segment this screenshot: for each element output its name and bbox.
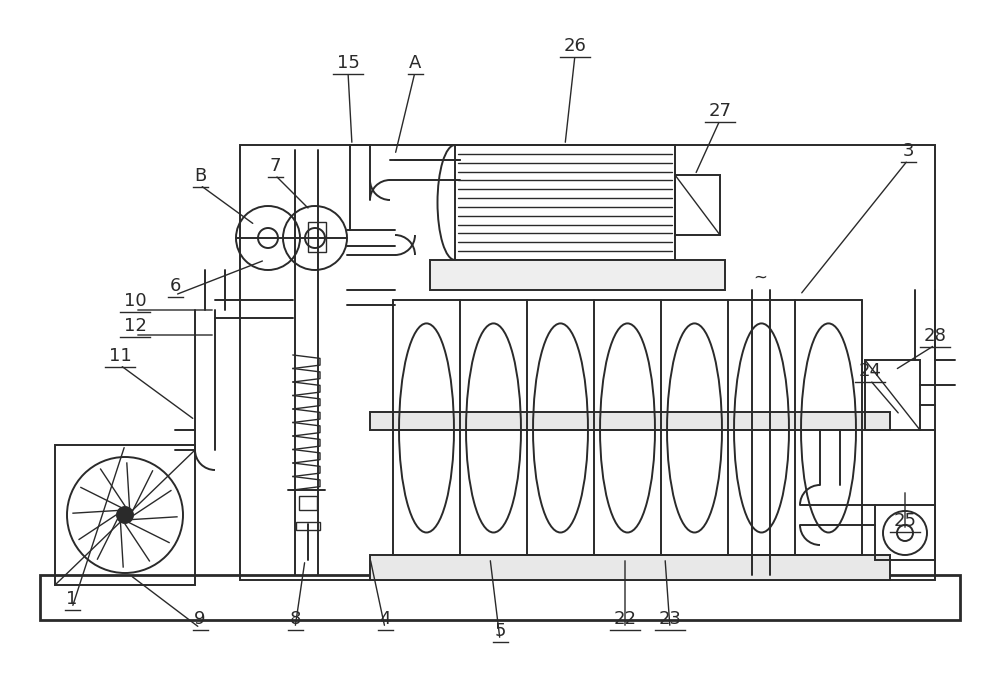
Text: 11: 11 [109,347,131,365]
Bar [40,575,960,620]
Text: 12: 12 [124,317,146,335]
Bar [675,175,720,235]
Bar [875,505,935,560]
Text: 27: 27 [708,102,732,120]
Bar [55,445,195,585]
Text: 28: 28 [924,327,946,345]
Circle shape [117,507,133,523]
Text: 15: 15 [337,54,359,72]
Bar [370,555,890,580]
Text: A: A [409,54,421,72]
Text: 3: 3 [902,142,914,160]
Bar [240,145,935,580]
Bar [370,412,890,430]
Text: 4: 4 [379,610,391,628]
Text: ~: ~ [753,269,767,287]
Text: 1: 1 [66,590,78,608]
Text: B: B [194,167,206,185]
Bar [455,145,675,260]
Text: 25: 25 [894,512,916,530]
Bar [296,522,320,530]
Bar [865,360,920,430]
Bar [308,222,326,252]
Text: 24: 24 [858,362,882,380]
Text: 8: 8 [289,610,301,628]
Text: 9: 9 [194,610,206,628]
Text: 26: 26 [564,37,586,55]
Text: 10: 10 [124,292,146,310]
Bar [299,496,317,510]
Text: 7: 7 [269,157,281,175]
Text: 5: 5 [494,622,506,640]
Bar [430,260,725,290]
Text: 23: 23 [658,610,682,628]
Text: 22: 22 [614,610,637,628]
Text: 6: 6 [169,277,181,295]
